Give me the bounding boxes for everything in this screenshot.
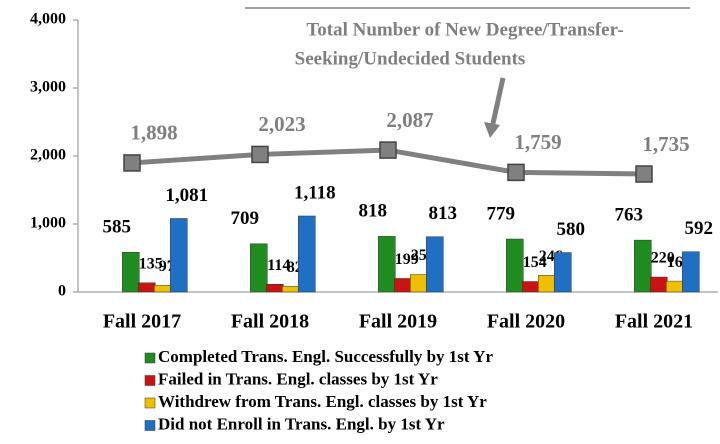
line-marker	[379, 141, 397, 159]
bar	[394, 278, 412, 293]
legend-swatch	[144, 375, 156, 386]
x-tick-label: Fall 2018	[231, 311, 309, 333]
annotation: Seeking/Undecided Students	[295, 48, 526, 69]
line-marker	[123, 154, 141, 172]
data-label: 199	[395, 251, 419, 268]
y-tick-label: 4,000	[30, 11, 66, 28]
line-label: 1,898	[130, 121, 177, 145]
annotation-arrow	[489, 77, 506, 129]
line-label: 1,735	[642, 132, 689, 156]
legend-swatch	[144, 420, 156, 431]
legend-label: Withdrew from Trans. Engl. classes by 1s…	[158, 392, 487, 411]
bar	[250, 243, 268, 293]
data-label: 818	[359, 201, 388, 222]
y-tick-label: 3,000	[30, 79, 66, 96]
bar	[170, 218, 188, 293]
legend-swatch	[144, 352, 156, 364]
legend-label: Failed in Trans. Engl. classes by 1st Yr	[158, 369, 438, 388]
bar	[154, 285, 172, 293]
x-tick-label: Fall 2019	[359, 311, 437, 333]
data-label: 1,081	[165, 185, 208, 206]
y-tick-label: 1,000	[30, 215, 66, 232]
y-tick-label: 0	[58, 283, 66, 300]
bar	[378, 236, 396, 293]
bar	[666, 280, 684, 293]
bar	[650, 276, 668, 293]
data-label: 580	[557, 219, 586, 240]
bar	[282, 286, 300, 293]
x-tick-label: Fall 2017	[103, 311, 181, 333]
bar	[138, 282, 156, 293]
line-label: 2,087	[386, 108, 433, 132]
x-tick-label: Fall 2021	[615, 311, 693, 333]
bar	[506, 238, 524, 293]
bar	[634, 239, 652, 293]
x-tick-label: Fall 2020	[487, 311, 565, 333]
line-marker	[507, 163, 525, 182]
line-label: 2,023	[258, 112, 305, 136]
bar	[538, 275, 556, 293]
legend-label: Completed Trans. Engl. Successfully by 1…	[158, 347, 493, 366]
legend-swatch	[144, 397, 156, 409]
bar	[682, 251, 700, 293]
data-label: 585	[103, 217, 132, 238]
data-label: 779	[487, 203, 516, 224]
y-tick-label: 2,000	[30, 147, 66, 164]
annotation-arrowhead	[484, 122, 500, 138]
data-label: 154	[523, 254, 547, 271]
line-label: 1,759	[514, 130, 561, 154]
line-marker	[635, 165, 653, 183]
line-marker	[251, 145, 269, 164]
data-label: 114	[267, 257, 290, 274]
bar	[426, 236, 444, 293]
data-label: 135	[139, 255, 163, 272]
bar	[266, 283, 284, 293]
data-label: 763	[615, 204, 644, 225]
data-label: 592	[685, 218, 714, 239]
annotation: Total Number of New Degree/Transfer-	[306, 19, 623, 40]
bar	[554, 252, 572, 293]
bar	[122, 251, 140, 293]
bar	[410, 274, 428, 293]
data-label: 1,118	[294, 182, 336, 203]
data-label: 813	[429, 203, 458, 224]
data-label: 709	[231, 208, 260, 229]
bar	[298, 215, 316, 293]
legend-label: Did not Enroll in Trans. Engl. by 1st Yr	[158, 414, 445, 433]
bar	[522, 281, 540, 293]
data-label: 220	[651, 250, 675, 267]
